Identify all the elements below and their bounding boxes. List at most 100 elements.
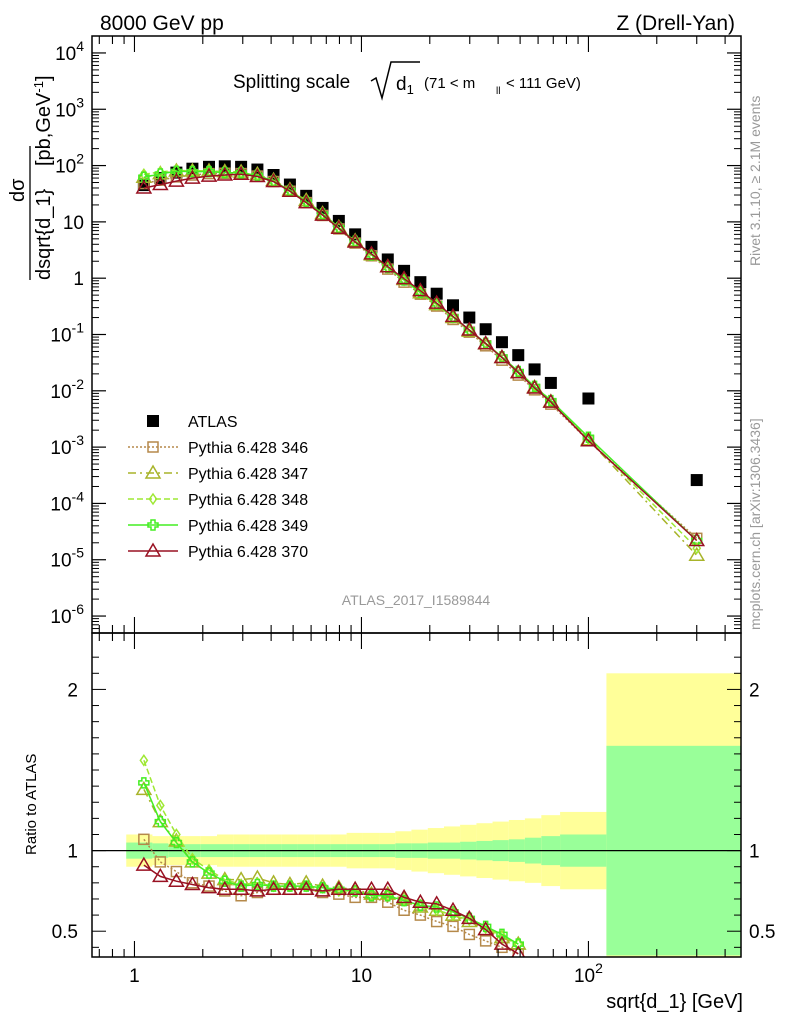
y-tick-label: 102 [55,151,84,178]
y-tick-label: 10-5 [50,545,84,572]
legend-marker [147,415,159,427]
legend-marker [148,492,158,506]
data-point [135,179,153,194]
data-point [692,541,702,555]
data-point [138,171,150,184]
header-right: Z (Drell-Yan) [616,12,735,35]
legend-label: Pythia 6.428 346 [188,440,308,457]
title-sub: (71 < m [424,75,475,92]
ratio-point [154,856,167,868]
side-text-bottom: mcplots.cern.ch [arXiv:1306.3436] [747,418,763,630]
ratio-point [265,880,282,896]
data-point [265,173,282,188]
data-point [430,287,443,300]
ratio-point [447,920,459,933]
ratio-y-tick-label: 1 [67,842,78,863]
ratio-line-p370 [143,864,519,955]
ratio-point [152,867,169,883]
data-point [493,349,511,364]
ratio-point [379,880,397,896]
y-tick-label: 1 [73,269,84,290]
ratio-point [363,880,380,896]
ratio-point [316,881,329,894]
data-point [444,307,462,323]
data-point [688,546,706,562]
data-point [281,182,299,197]
data-point [509,364,527,379]
x-axis-label: sqrt{d_1} [GeV] [606,991,743,1013]
uncertainty-band [126,673,741,957]
ratio-point [232,880,250,896]
legend: ATLAS Pythia 6.428 346 Pythia 6.428 347 Pyt… [128,414,308,561]
ratio-point [139,754,149,767]
data-point [186,165,199,178]
legend-label: Pythia 6.428 370 [188,544,308,561]
legend-entry: Pythia 6.428 347 [128,464,308,483]
ratio-point [412,893,429,908]
data-point [512,349,525,362]
y-tick-label: 10-6 [50,601,84,628]
ratio-point [154,815,167,828]
ratio-point [300,880,312,892]
y-tick-label: 104 [55,38,84,65]
data-point [526,379,543,394]
data-point [528,363,541,376]
ratio-point [395,888,413,904]
data-point [363,245,380,260]
legend-label: Pythia 6.428 349 [188,518,308,535]
ratio-point [186,856,199,868]
ratio-point [497,929,507,943]
ratio-point [249,882,266,897]
ratio-point [464,913,474,927]
ratio-point [171,828,181,841]
data-point [428,294,445,309]
ratio-point [430,915,443,928]
data-point [232,165,250,181]
ratio-point [511,945,526,957]
data-point [495,336,508,349]
legend-marker [147,441,159,453]
series-line-p349 [143,170,698,542]
ratio-point [382,896,394,908]
legend-label: Pythia 6.428 348 [188,492,308,509]
ratio-point [444,901,462,917]
data-point [580,432,597,447]
ratio-point [168,872,185,887]
x-tick-label: 1 [129,966,140,987]
data-point [412,282,429,297]
data-point [200,167,218,182]
header-left: 8000 GeV pp [100,12,224,35]
legend-entry: ATLAS [147,414,238,431]
ratio-point [235,880,247,892]
main-panel: 10-6 10-5 10-4 10-3 10-2 10-1 1 10 102 103 104 [50,35,742,634]
ylabel-units: [pb,GeV-1] [31,75,55,166]
title-main: Splitting scale [233,72,350,93]
data-point [463,311,476,324]
ratio-point [284,880,296,892]
data-point [216,166,234,181]
y-tick-label: 10-3 [50,432,84,459]
data-point [346,233,364,248]
data-point [382,261,394,274]
legend-entry: Pythia 6.428 349 [128,518,308,535]
side-text-top: Rivet 3.1.10, ≥ 2.1M events [747,96,763,266]
data-point [477,335,494,350]
legend-marker [144,464,162,479]
data-point [184,169,201,184]
series-p349 [138,165,703,547]
analysis-label: ATLAS_2017_I1589844 [342,592,491,608]
data-point [582,392,595,405]
data-point [154,168,167,180]
data-point [249,167,266,183]
ratio-point [203,867,215,879]
data-point [414,276,427,289]
data-point [544,376,557,389]
ratio-point [170,836,183,849]
ratio-point [138,777,150,789]
x-tick-label: 10 [351,966,372,987]
plot-title: Splitting scale d1 (71 < m ll < 111 GeV) [233,61,581,101]
ratio-y-tick-label: 2 [67,680,78,701]
ratio-point [216,880,234,896]
data-point [297,194,315,209]
ratio-point [463,928,476,941]
